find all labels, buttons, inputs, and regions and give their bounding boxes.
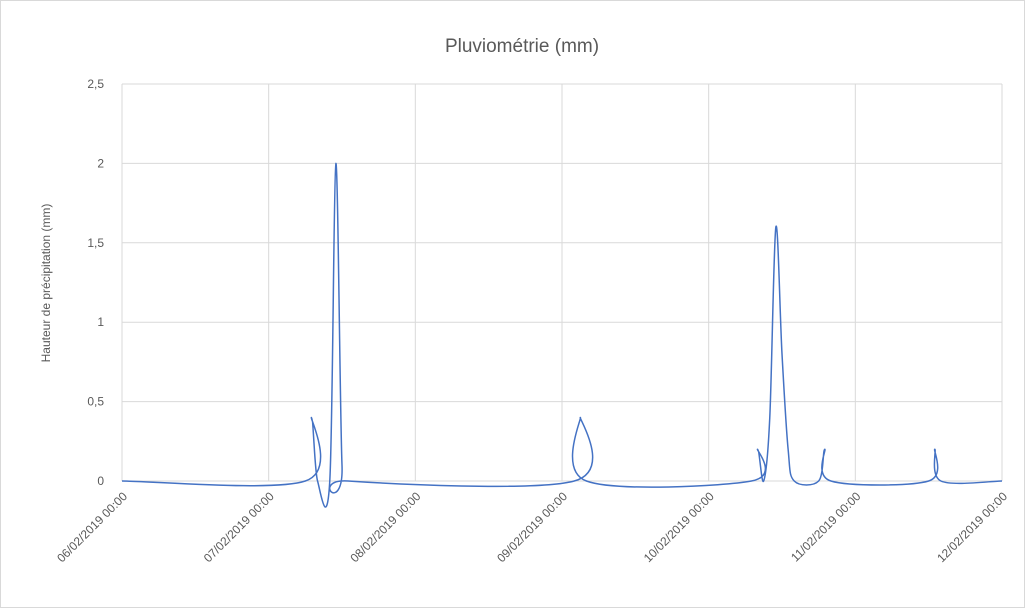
chart-title: Pluviométrie (mm) [445, 36, 599, 57]
y-tick-label: 1,5 [87, 236, 104, 250]
y-tick-label: 2,5 [87, 77, 104, 91]
line-series [121, 162, 1003, 508]
y-tick-label: 0 [97, 474, 104, 488]
y-tick-label: 1 [97, 315, 104, 329]
y-tick-label: 2 [97, 156, 104, 170]
y-axis-label: Hauteur de précipitation (mm) [39, 204, 53, 363]
y-tick-label: 0,5 [87, 395, 104, 409]
